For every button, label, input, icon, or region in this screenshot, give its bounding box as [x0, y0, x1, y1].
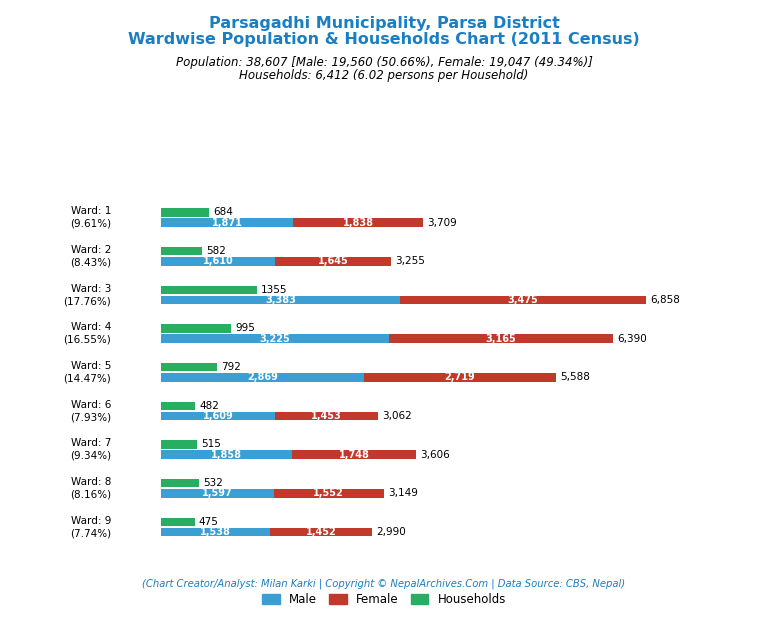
- Bar: [161, 257, 275, 265]
- Bar: [161, 335, 389, 343]
- Bar: [161, 247, 202, 255]
- Text: Ward: 9
(7.74%): Ward: 9 (7.74%): [70, 516, 111, 538]
- Text: 6,858: 6,858: [650, 295, 680, 305]
- Bar: [161, 324, 231, 333]
- Text: 5,588: 5,588: [561, 373, 591, 383]
- Text: 3,709: 3,709: [428, 217, 457, 227]
- Text: 482: 482: [199, 401, 219, 411]
- Text: 1,609: 1,609: [203, 411, 233, 421]
- Bar: [275, 257, 391, 265]
- Bar: [161, 296, 400, 304]
- Bar: [161, 373, 364, 382]
- Text: 1,858: 1,858: [211, 450, 242, 460]
- Text: 3,255: 3,255: [396, 256, 425, 266]
- Text: 3,149: 3,149: [388, 488, 418, 498]
- Text: 792: 792: [221, 362, 241, 372]
- Text: 2,719: 2,719: [445, 373, 475, 383]
- Text: 1,453: 1,453: [311, 411, 342, 421]
- Bar: [161, 479, 199, 487]
- Bar: [275, 412, 378, 421]
- Bar: [389, 335, 613, 343]
- Legend: Male, Female, Households: Male, Female, Households: [257, 588, 511, 611]
- Text: 532: 532: [203, 478, 223, 488]
- Bar: [270, 528, 372, 536]
- Bar: [161, 219, 293, 227]
- Text: Population: 38,607 [Male: 19,560 (50.66%), Female: 19,047 (49.34%)]: Population: 38,607 [Male: 19,560 (50.66%…: [176, 56, 592, 69]
- Bar: [364, 373, 556, 382]
- Text: 1355: 1355: [261, 285, 287, 295]
- Text: 1,748: 1,748: [339, 450, 369, 460]
- Bar: [161, 450, 293, 459]
- Text: 3,383: 3,383: [265, 295, 296, 305]
- Bar: [161, 363, 217, 371]
- Text: 2,990: 2,990: [377, 527, 406, 537]
- Bar: [274, 489, 384, 498]
- Text: 475: 475: [199, 517, 219, 527]
- Text: Parsagadhi Municipality, Parsa District: Parsagadhi Municipality, Parsa District: [209, 16, 559, 31]
- Text: Ward: 4
(16.55%): Ward: 4 (16.55%): [64, 322, 111, 345]
- Text: 3,225: 3,225: [260, 334, 290, 344]
- Text: Ward: 8
(8.16%): Ward: 8 (8.16%): [70, 477, 111, 500]
- Text: 3,062: 3,062: [382, 411, 412, 421]
- Text: 1,645: 1,645: [318, 256, 349, 266]
- Text: (Chart Creator/Analyst: Milan Karki | Copyright © NepalArchives.Com | Data Sourc: (Chart Creator/Analyst: Milan Karki | Co…: [142, 578, 626, 589]
- Text: Ward: 1
(9.61%): Ward: 1 (9.61%): [70, 206, 111, 229]
- Text: 1,871: 1,871: [212, 217, 243, 227]
- Text: 3,606: 3,606: [420, 450, 450, 460]
- Bar: [161, 208, 210, 217]
- Text: Ward: 5
(14.47%): Ward: 5 (14.47%): [64, 361, 111, 383]
- Text: Ward: 7
(9.34%): Ward: 7 (9.34%): [70, 439, 111, 461]
- Text: 1,452: 1,452: [306, 527, 336, 537]
- Text: 515: 515: [201, 439, 221, 450]
- Text: 2,869: 2,869: [247, 373, 278, 383]
- Text: Wardwise Population & Households Chart (2011 Census): Wardwise Population & Households Chart (…: [128, 32, 640, 47]
- Bar: [161, 528, 270, 536]
- Text: 1,610: 1,610: [203, 256, 233, 266]
- Text: 6,390: 6,390: [617, 334, 647, 344]
- Text: 1,538: 1,538: [200, 527, 230, 537]
- Text: Ward: 6
(7.93%): Ward: 6 (7.93%): [70, 400, 111, 422]
- Bar: [161, 402, 195, 410]
- Bar: [161, 412, 275, 421]
- Text: 684: 684: [214, 207, 233, 217]
- Text: 1,597: 1,597: [202, 488, 233, 498]
- Bar: [293, 219, 423, 227]
- Text: 3,475: 3,475: [508, 295, 538, 305]
- Bar: [161, 489, 274, 498]
- Bar: [161, 285, 257, 294]
- Text: 995: 995: [236, 323, 256, 333]
- Text: 3,165: 3,165: [485, 334, 516, 344]
- Text: Ward: 2
(8.43%): Ward: 2 (8.43%): [70, 245, 111, 267]
- Bar: [161, 440, 197, 449]
- Text: 1,552: 1,552: [313, 488, 344, 498]
- Bar: [161, 518, 194, 526]
- Text: Households: 6,412 (6.02 persons per Household): Households: 6,412 (6.02 persons per Hous…: [240, 69, 528, 82]
- Bar: [400, 296, 646, 304]
- Text: 1,838: 1,838: [343, 217, 374, 227]
- Text: Ward: 3
(17.76%): Ward: 3 (17.76%): [64, 283, 111, 306]
- Bar: [293, 450, 416, 459]
- Text: 582: 582: [207, 246, 227, 256]
